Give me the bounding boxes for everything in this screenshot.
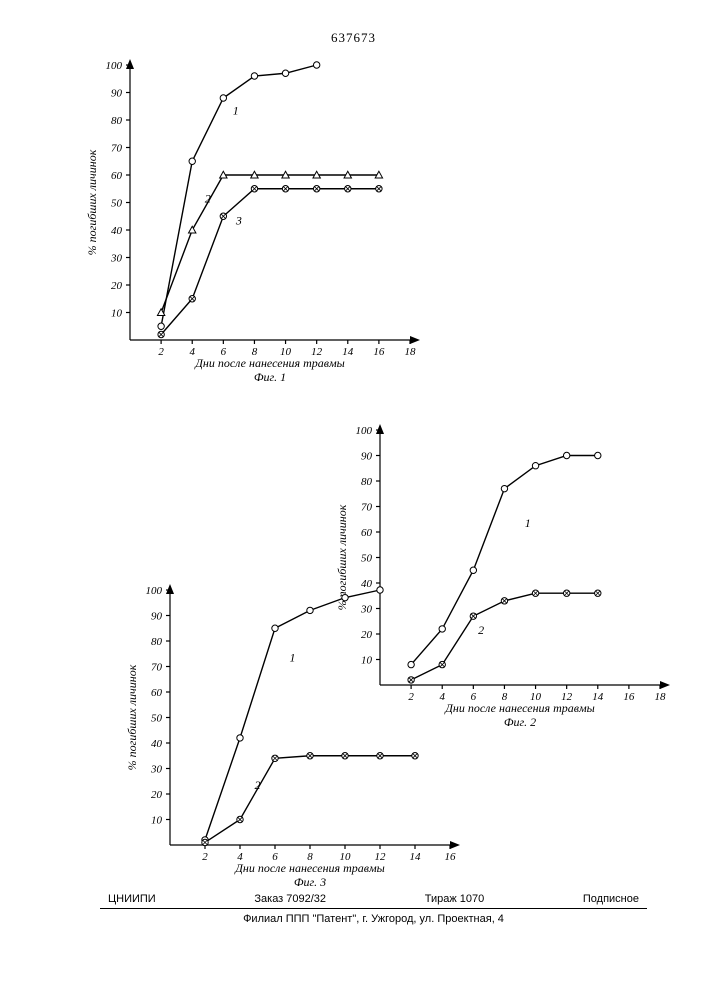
svg-text:80: 80 [361, 476, 373, 488]
svg-text:Фиг. 3: Фиг. 3 [294, 875, 326, 889]
svg-text:1: 1 [525, 516, 531, 530]
svg-text:Дни после нанесения травмы: Дни после нанесения травмы [234, 861, 385, 875]
svg-text:Дни после нанесения травмы: Дни после нанесения травмы [194, 356, 345, 370]
svg-text:% погибших личинок: % погибших личинок [125, 664, 139, 770]
svg-text:50: 50 [111, 198, 123, 210]
svg-text:Фиг. 2: Фиг. 2 [504, 715, 536, 729]
svg-text:18: 18 [405, 346, 417, 358]
svg-text:40: 40 [111, 225, 123, 237]
svg-text:30: 30 [150, 764, 163, 776]
svg-text:40: 40 [151, 738, 163, 750]
svg-text:70: 70 [151, 662, 163, 674]
svg-text:50: 50 [361, 553, 373, 565]
svg-text:30: 30 [110, 253, 123, 265]
svg-text:20: 20 [111, 280, 123, 292]
svg-text:16: 16 [373, 346, 385, 358]
svg-text:50: 50 [151, 713, 163, 725]
svg-text:70: 70 [361, 502, 373, 514]
figure-3: 102030405060708090100246810121416Дни пос… [120, 580, 460, 890]
svg-text:10: 10 [111, 308, 123, 320]
svg-text:Фиг. 1: Фиг. 1 [254, 370, 286, 384]
svg-text:2: 2 [205, 192, 211, 206]
footer: ЦНИИПИ Заказ 7092/32 Тираж 1070 Подписно… [100, 893, 647, 925]
svg-text:14: 14 [410, 851, 422, 863]
svg-text:20: 20 [151, 789, 163, 801]
svg-text:Дни после нанесения травмы: Дни после нанесения травмы [444, 701, 595, 715]
footer-order: Заказ 7092/32 [254, 893, 326, 905]
svg-text:60: 60 [151, 687, 163, 699]
svg-text:2: 2 [255, 778, 261, 792]
svg-text:90: 90 [151, 611, 163, 623]
svg-text:100: 100 [356, 425, 373, 437]
svg-text:90: 90 [111, 88, 123, 100]
svg-text:80: 80 [111, 115, 123, 127]
svg-text:80: 80 [151, 636, 163, 648]
svg-text:100: 100 [106, 60, 123, 72]
svg-text:16: 16 [623, 691, 635, 703]
footer-tiraz: Тираж 1070 [425, 893, 485, 905]
svg-text:2: 2 [202, 851, 208, 863]
svg-text:3: 3 [235, 214, 242, 228]
svg-text:2: 2 [158, 346, 164, 358]
svg-text:% погибших личинок: % погибших личинок [85, 149, 99, 255]
svg-text:2: 2 [478, 623, 484, 637]
svg-text:60: 60 [361, 527, 373, 539]
svg-text:60: 60 [111, 170, 123, 182]
footer-org: ЦНИИПИ [108, 893, 156, 905]
page-number: 637673 [0, 30, 707, 46]
svg-text:16: 16 [445, 851, 457, 863]
footer-signed: Подписное [583, 893, 639, 905]
footer-address: Филиал ППП "Патент", г. Ужгород, ул. Про… [100, 913, 647, 925]
footer-info-row: ЦНИИПИ Заказ 7092/32 Тираж 1070 Подписно… [100, 893, 647, 909]
svg-text:10: 10 [151, 815, 163, 827]
svg-text:100: 100 [146, 585, 163, 597]
figure-1: 10203040506070809010024681012141618Дни п… [80, 55, 420, 385]
svg-text:18: 18 [655, 691, 667, 703]
svg-text:1: 1 [233, 104, 239, 118]
svg-text:70: 70 [111, 143, 123, 155]
svg-text:1: 1 [290, 650, 296, 664]
svg-text:90: 90 [361, 451, 373, 463]
